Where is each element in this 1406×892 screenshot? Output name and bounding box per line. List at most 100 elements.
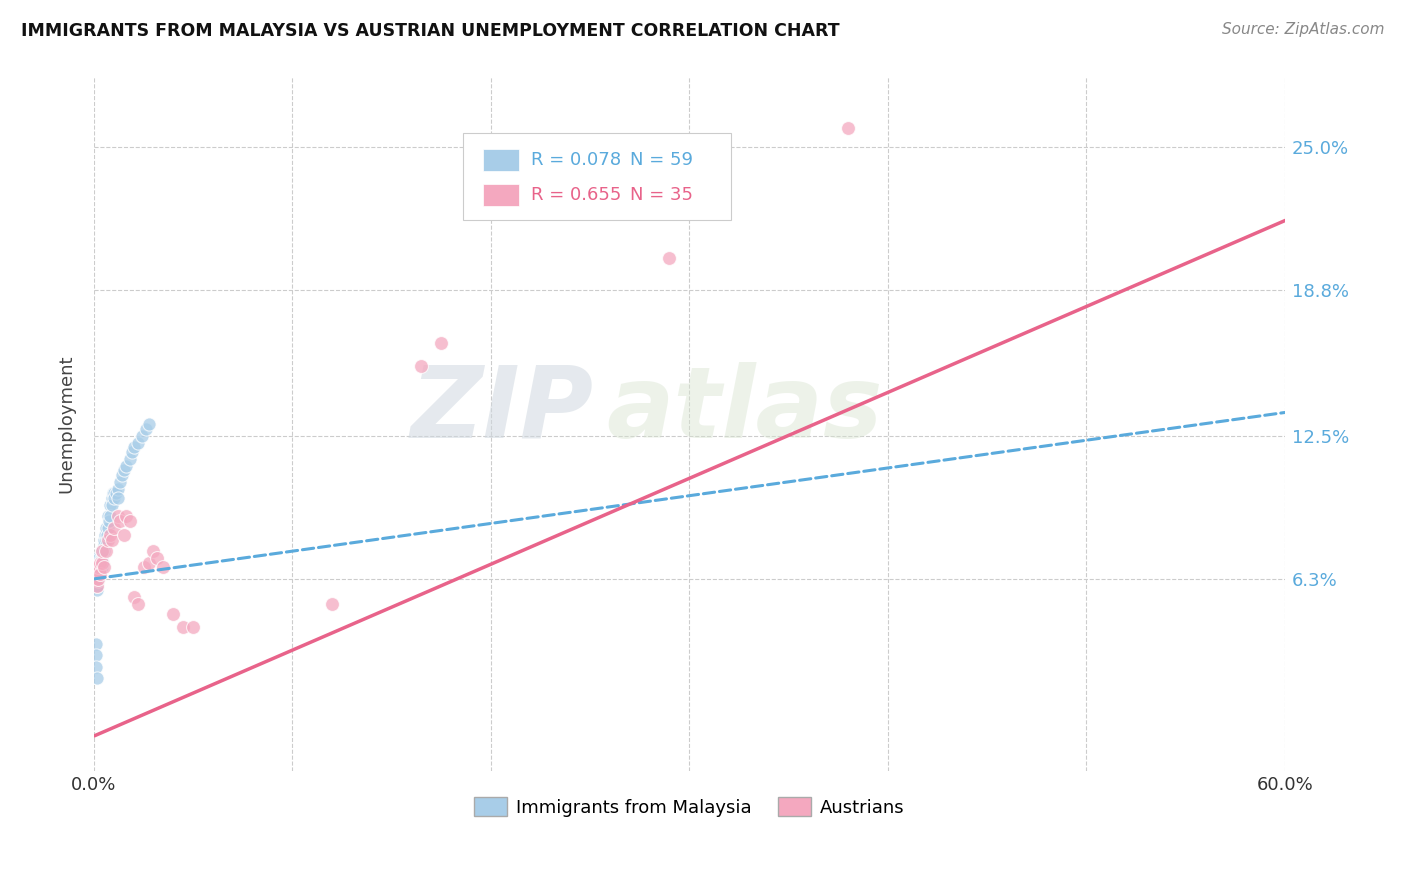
Point: [97, 509, 120, 524]
Point: [87, 572, 110, 586]
FancyBboxPatch shape: [463, 133, 731, 219]
Point: [94, 544, 117, 558]
Point: [89, 567, 111, 582]
Text: atlas: atlas: [606, 361, 883, 458]
Point: [107, 482, 129, 496]
Point: [101, 491, 124, 505]
Point: [87, 567, 110, 582]
Point: [86, 560, 108, 574]
Point: [89, 556, 111, 570]
Text: IMMIGRANTS FROM MALAYSIA VS AUSTRIAN UNEMPLOYMENT CORRELATION CHART: IMMIGRANTS FROM MALAYSIA VS AUSTRIAN UNE…: [21, 22, 839, 40]
Point: [114, 509, 136, 524]
Point: [86, 572, 108, 586]
Point: [84, 567, 107, 582]
Point: [103, 486, 125, 500]
Point: [127, 435, 149, 450]
Point: [321, 597, 343, 611]
Point: [93, 560, 115, 574]
Point: [97, 533, 120, 547]
Point: [138, 417, 160, 431]
Bar: [484, 184, 519, 206]
Text: N = 59: N = 59: [630, 151, 693, 169]
Point: [122, 591, 145, 605]
Point: [94, 528, 117, 542]
Point: [86, 579, 108, 593]
Point: [112, 528, 135, 542]
Point: [127, 597, 149, 611]
Point: [86, 671, 108, 685]
Point: [104, 486, 127, 500]
Point: [84, 572, 107, 586]
Point: [97, 521, 120, 535]
Point: [84, 551, 107, 566]
Point: [172, 620, 194, 634]
Point: [114, 458, 136, 473]
Legend: Immigrants from Malaysia, Austrians: Immigrants from Malaysia, Austrians: [467, 790, 911, 824]
Point: [93, 537, 115, 551]
Text: ZIP: ZIP: [411, 361, 593, 458]
Point: [86, 583, 108, 598]
Point: [142, 544, 165, 558]
Text: R = 0.078: R = 0.078: [531, 151, 621, 169]
Point: [86, 574, 108, 589]
Point: [131, 428, 153, 442]
Point: [90, 551, 112, 566]
Point: [121, 444, 143, 458]
Point: [107, 491, 129, 505]
Point: [91, 544, 114, 558]
Point: [90, 544, 112, 558]
Point: [101, 486, 124, 500]
Point: [135, 422, 157, 436]
Point: [98, 528, 121, 542]
Point: [86, 579, 108, 593]
Point: [103, 491, 125, 505]
Point: [87, 560, 110, 574]
Point: [152, 560, 174, 574]
Point: [97, 514, 120, 528]
Point: [84, 560, 107, 574]
Point: [90, 551, 112, 566]
Point: [94, 533, 117, 547]
Text: R = 0.655: R = 0.655: [531, 186, 621, 203]
Point: [101, 498, 124, 512]
Point: [86, 659, 108, 673]
Point: [90, 560, 112, 574]
Point: [837, 121, 859, 136]
Point: [181, 620, 204, 634]
Point: [411, 359, 433, 374]
Point: [162, 607, 184, 621]
Point: [94, 521, 117, 535]
Point: [93, 544, 115, 558]
Point: [90, 544, 112, 558]
Point: [89, 560, 111, 574]
Point: [87, 556, 110, 570]
Point: [87, 551, 110, 566]
Text: Source: ZipAtlas.com: Source: ZipAtlas.com: [1222, 22, 1385, 37]
Point: [93, 533, 115, 547]
Text: N = 35: N = 35: [630, 186, 693, 203]
Point: [98, 509, 121, 524]
Point: [146, 551, 169, 566]
Point: [658, 251, 681, 265]
Point: [430, 336, 453, 351]
Point: [103, 521, 125, 535]
Point: [108, 514, 131, 528]
Point: [96, 528, 118, 542]
Bar: [484, 149, 519, 171]
Point: [98, 498, 121, 512]
Point: [108, 475, 131, 489]
Point: [91, 556, 114, 570]
Point: [84, 579, 107, 593]
Point: [107, 509, 129, 524]
Point: [89, 556, 111, 570]
Point: [90, 556, 112, 570]
Point: [101, 533, 124, 547]
Point: [89, 567, 111, 582]
Point: [138, 556, 160, 570]
Point: [84, 560, 107, 574]
Y-axis label: Unemployment: Unemployment: [58, 355, 75, 493]
Point: [111, 467, 134, 482]
Point: [112, 463, 135, 477]
Point: [87, 560, 110, 574]
Point: [84, 648, 107, 662]
